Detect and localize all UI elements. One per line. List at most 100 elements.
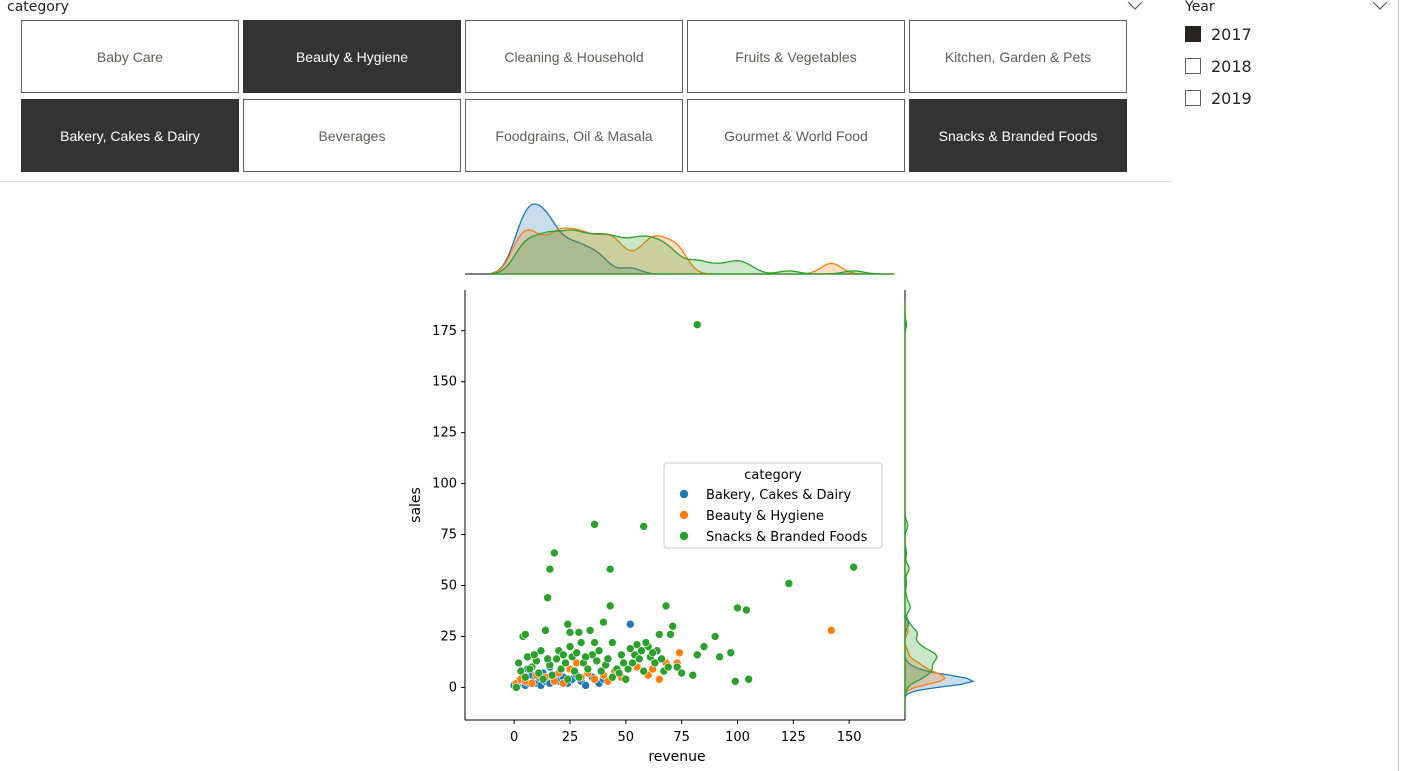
year-option-2018[interactable]: 2018 bbox=[1185, 54, 1252, 78]
scatter-point-series-2 bbox=[516, 666, 526, 676]
scatter-point-series-2 bbox=[672, 662, 682, 672]
year-option-2017[interactable]: 2017 bbox=[1185, 22, 1252, 46]
scatter-point-series-1 bbox=[521, 676, 530, 686]
x-tick-label: 50 bbox=[618, 730, 635, 745]
scatter-point-series-1 bbox=[826, 626, 836, 635]
scatter-point-series-2 bbox=[744, 674, 753, 684]
scatter-point-series-1 bbox=[527, 679, 537, 688]
category-chevron-down-icon[interactable] bbox=[1126, 0, 1144, 12]
scatter-point-series-2 bbox=[730, 676, 740, 686]
scatter-point-series-2 bbox=[668, 621, 678, 631]
scatter-point-series-2 bbox=[581, 652, 590, 662]
scatter-point-series-2 bbox=[630, 650, 640, 660]
scatter-point-series-2 bbox=[518, 632, 528, 641]
y-tick-label: 50 bbox=[440, 578, 457, 593]
scatter-point-series-1 bbox=[632, 662, 642, 672]
tile-beverages[interactable]: Beverages bbox=[243, 99, 461, 172]
scatter-point-series-2 bbox=[639, 666, 648, 676]
scatter-point-series-0 bbox=[514, 676, 523, 686]
scatter-point-series-1 bbox=[516, 674, 526, 684]
scatter-point-series-2 bbox=[612, 664, 622, 674]
scatter-point-series-2 bbox=[558, 650, 568, 660]
scatter-point-series-2 bbox=[659, 666, 669, 676]
scatter-point-series-1 bbox=[550, 676, 559, 686]
scatter-point-series-2 bbox=[699, 642, 709, 651]
scatter-point-series-2 bbox=[599, 617, 608, 627]
scatter-point-series-2 bbox=[534, 668, 544, 678]
legend-label-series-1: Beauty & Hygiene bbox=[706, 509, 824, 524]
tile-foodgrains-oil-masala[interactable]: Foodgrains, Oil & Masala bbox=[465, 99, 683, 172]
scatter-point-series-0 bbox=[594, 679, 604, 688]
scatter-point-series-2 bbox=[512, 683, 521, 692]
scatter-point-series-2 bbox=[663, 662, 673, 672]
scatter-point-series-2 bbox=[666, 630, 675, 639]
scatter-points bbox=[509, 320, 858, 692]
legend-box bbox=[663, 462, 883, 549]
scatter-point-series-2 bbox=[742, 605, 751, 615]
scatter-point-series-0 bbox=[532, 679, 541, 688]
tile-snacks-branded-foods[interactable]: Snacks & Branded Foods bbox=[909, 99, 1127, 172]
legend-title: category bbox=[744, 468, 802, 483]
tile-gourmet-world-food[interactable]: Gourmet & World Food bbox=[687, 99, 905, 172]
scatter-point-series-0 bbox=[509, 681, 519, 690]
y-axis-label: sales bbox=[408, 487, 424, 523]
y-tick-label: 100 bbox=[432, 477, 457, 492]
scatter-point-series-2 bbox=[543, 593, 552, 603]
scatter-point-series-2 bbox=[529, 650, 539, 660]
scatter-point-series-1 bbox=[610, 666, 619, 676]
scatter-point-series-2 bbox=[628, 658, 637, 668]
scatter-point-series-2 bbox=[570, 666, 579, 676]
year-2019-checkbox[interactable] bbox=[1185, 90, 1201, 106]
scatter-point-series-2 bbox=[521, 672, 530, 682]
tile-baby-care[interactable]: Baby Care bbox=[21, 20, 239, 93]
year-slicer-title: Year bbox=[1185, 0, 1215, 15]
scatter-point-series-2 bbox=[565, 628, 575, 637]
scatter-point-series-0 bbox=[563, 679, 573, 688]
scatter-point-series-2 bbox=[617, 650, 626, 660]
scatter-point-series-2 bbox=[614, 668, 624, 678]
tile-bakery-cakes-dairy[interactable]: Bakery, Cakes & Dairy bbox=[21, 99, 239, 172]
scatter-point-series-0 bbox=[529, 676, 539, 686]
scatter-point-series-2 bbox=[594, 646, 604, 656]
scatter-point-series-2 bbox=[784, 579, 794, 588]
tile-kitchen-garden-pets[interactable]: Kitchen, Garden & Pets bbox=[909, 20, 1127, 93]
year-2018-checkbox[interactable] bbox=[1185, 58, 1201, 74]
scatter-point-series-2 bbox=[523, 652, 532, 662]
scatter-point-series-2 bbox=[521, 630, 530, 639]
scatter-point-series-1 bbox=[648, 664, 657, 674]
scatter-point-series-2 bbox=[849, 562, 858, 572]
scatter-point-series-1 bbox=[643, 670, 653, 680]
year-2017-label: 2017 bbox=[1211, 24, 1252, 44]
tile-fruits-vegetables[interactable]: Fruits & Vegetables bbox=[687, 20, 905, 93]
tile-cleaning-household[interactable]: Cleaning & Household bbox=[465, 20, 683, 93]
scatter-point-series-2 bbox=[655, 630, 664, 639]
scatter-point-series-0 bbox=[588, 672, 597, 682]
scatter-point-series-2 bbox=[726, 648, 736, 658]
tile-beauty-hygiene[interactable]: Beauty & Hygiene bbox=[243, 20, 461, 93]
scatter-point-series-2 bbox=[590, 520, 599, 529]
scatter-point-series-0 bbox=[516, 679, 526, 688]
scatter-point-series-2 bbox=[621, 674, 631, 684]
scatter-point-series-1 bbox=[590, 674, 599, 684]
x-tick-label: 150 bbox=[837, 730, 862, 745]
scatter-point-series-1 bbox=[554, 668, 564, 678]
scatter-point-series-1 bbox=[572, 658, 581, 668]
top-kde-series-2 bbox=[491, 229, 895, 275]
scatter-point-series-2 bbox=[567, 652, 577, 662]
scatter-point-series-0 bbox=[558, 672, 568, 682]
scatter-point-series-1 bbox=[617, 672, 626, 682]
scatter-point-series-2 bbox=[547, 670, 557, 680]
right-kde-series-1 bbox=[904, 302, 947, 712]
year-option-2019[interactable]: 2019 bbox=[1185, 86, 1252, 110]
scatter-point-series-2 bbox=[572, 648, 581, 658]
year-chevron-down-icon[interactable] bbox=[1371, 0, 1389, 12]
top-kde-series-1 bbox=[491, 227, 894, 275]
scatter-point-series-0 bbox=[541, 676, 550, 686]
scatter-point-series-2 bbox=[596, 666, 606, 676]
legend-label-series-0: Bakery, Cakes & Dairy bbox=[706, 488, 851, 503]
scatter-point-series-2 bbox=[592, 656, 602, 666]
year-2017-checkbox[interactable] bbox=[1185, 26, 1201, 42]
x-tick-label: 0 bbox=[510, 730, 518, 745]
year-2018-label: 2018 bbox=[1211, 56, 1252, 76]
scatter-point-series-1 bbox=[576, 672, 586, 682]
